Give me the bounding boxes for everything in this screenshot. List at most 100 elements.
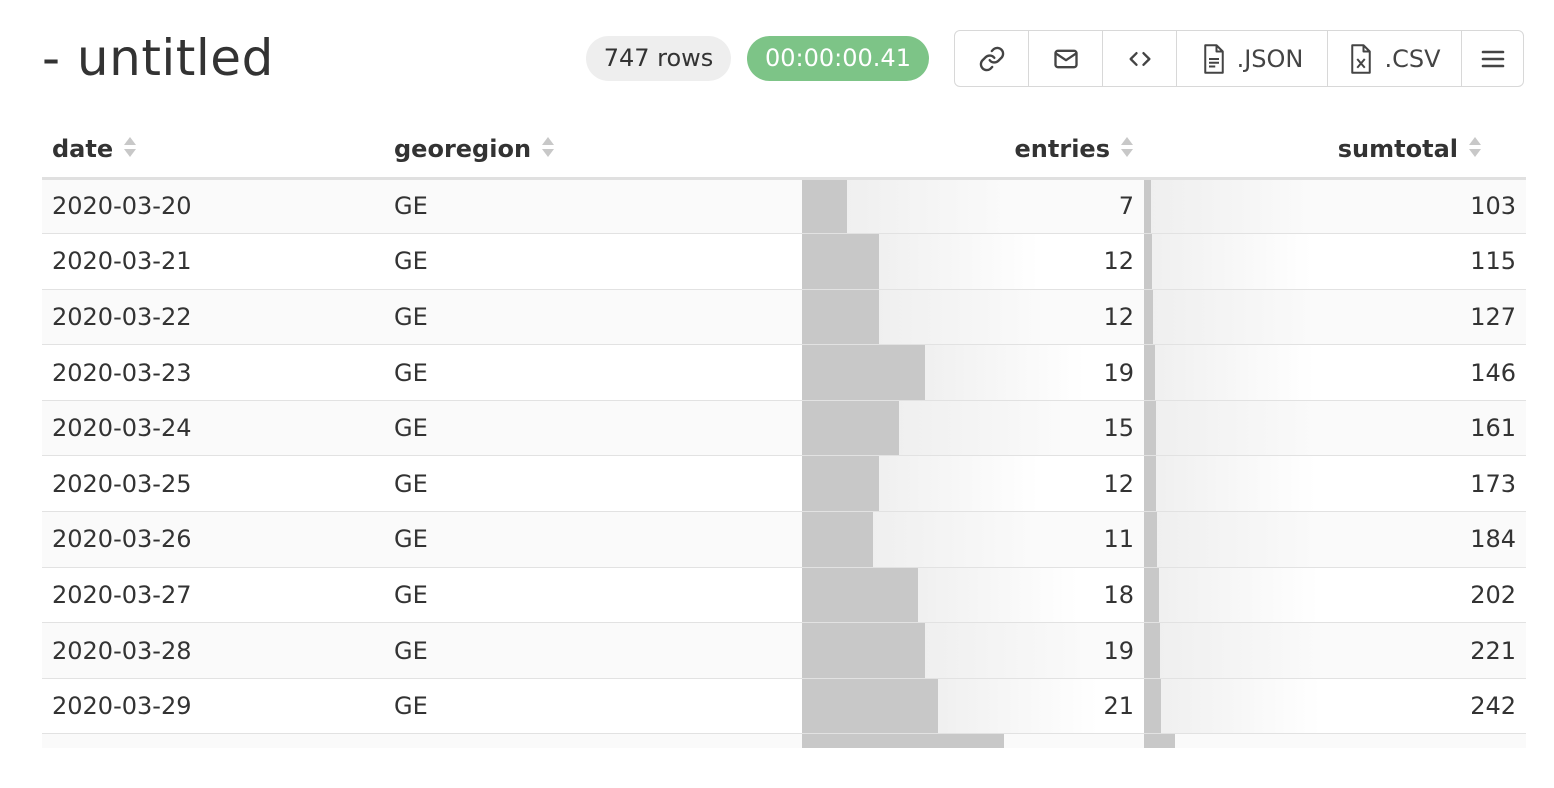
query-timer-badge: 00:00:00.41 [747,36,929,81]
sumtotal-value: 242 [1470,692,1516,721]
page-title: - untitled [42,29,274,87]
cell-entries: 18 [802,567,1144,624]
cell-entries: 15 [802,400,1144,457]
export-json-button[interactable]: .JSON [1177,31,1328,86]
sort-icon [1120,136,1134,164]
menu-icon [1481,48,1505,70]
sumtotal-bar [1144,289,1154,345]
row-count-badge: 747 rows [586,36,731,81]
cell-entries: 12 [802,455,1144,513]
column-header-sumtotal[interactable]: sumtotal [1144,122,1526,180]
entries-bar [802,289,880,345]
sumtotal-bar [1144,456,1157,512]
results-table: date georegion entries sumtotal 2020-03-… [42,122,1526,750]
cell-date: 2020-03-27 [42,567,384,624]
sumtotal-bar [1144,678,1162,734]
cell-entries: 19 [802,344,1144,401]
cell-sumtotal: 202 [1144,567,1526,624]
entries-value: 11 [1103,525,1134,554]
cell-georegion: GE [384,400,802,457]
cell-date: 2020-03-20 [42,178,384,235]
cell-sumtotal: 127 [1144,289,1526,346]
entries-value: 12 [1103,469,1134,498]
cell-sumtotal: 115 [1144,233,1526,290]
table-row: 2020-03-29 GE 21 242 [42,678,1526,735]
cell-sumtotal: 161 [1144,400,1526,457]
entries-bar [802,456,880,512]
cell-entries: 12 [802,233,1144,290]
sumtotal-bar [1144,623,1160,678]
sumtotal-bar [1144,234,1153,289]
cell-sumtotal: 146 [1144,344,1526,401]
sumtotal-value: 146 [1470,358,1516,387]
entries-value: 7 [1118,192,1134,221]
cell-georegion: GE [384,178,802,235]
cell-entries: 19 [802,622,1144,679]
sumtotal-value: 202 [1470,580,1516,609]
email-button[interactable] [1029,31,1103,86]
sumtotal-bar [1144,179,1152,234]
entries-bar [802,400,899,456]
embed-button[interactable] [1103,31,1177,86]
cell-date: 2020-03-23 [42,344,384,401]
cell-date: 2020-03-29 [42,678,384,735]
cell-date: 2020-03-24 [42,400,384,457]
link-button[interactable] [955,31,1029,86]
entries-value: 21 [1103,692,1134,721]
table-row: 2020-03-22 GE 12 127 [42,289,1526,346]
cell-georegion: GE [384,233,802,290]
table-row: 2020-03-28 GE 19 221 [42,622,1526,679]
cell-date: 2020-03-28 [42,622,384,679]
sumtotal-bar [1144,345,1155,400]
sumtotal-bar [1144,567,1159,623]
table-row-partial [42,733,1526,748]
table-row: 2020-03-24 GE 15 161 [42,400,1526,457]
sumtotal-value: 184 [1470,525,1516,554]
entries-value: 19 [1103,358,1134,387]
cell-georegion: GE [384,678,802,735]
entries-bar [802,623,925,678]
cell-georegion: GE [384,622,802,679]
export-csv-button[interactable]: .CSV [1328,31,1462,86]
table-body: 2020-03-20 GE 7 103 2020-03-21 GE 12 115 2020-03… [42,178,1526,748]
json-label: .JSON [1236,44,1304,73]
column-header-entries[interactable]: entries [802,122,1144,180]
sumtotal-bar [1144,512,1158,567]
column-header-georegion[interactable]: georegion [384,122,802,180]
entries-value: 12 [1103,247,1134,276]
entries-bar [802,512,873,567]
sumtotal-value: 161 [1470,414,1516,443]
entries-value: 18 [1103,580,1134,609]
table-header-row: date georegion entries sumtotal [42,122,1526,180]
cell-georegion: GE [384,289,802,346]
cell-entries: 7 [802,178,1144,235]
column-header-date[interactable]: date [42,122,384,180]
entries-bar [802,567,919,623]
excel-file-icon [1348,43,1374,74]
cell-georegion: GE [384,455,802,513]
cell-sumtotal: 173 [1144,455,1526,513]
cell-date: 2020-03-22 [42,289,384,346]
entries-bar [802,234,880,289]
sumtotal-value: 173 [1470,469,1516,498]
cell-entries: 12 [802,289,1144,346]
table-row: 2020-03-27 GE 18 202 [42,567,1526,624]
sumtotal-value: 103 [1470,192,1516,221]
table-row: 2020-03-25 GE 12 173 [42,455,1526,513]
cell-sumtotal: 242 [1144,678,1526,735]
entries-value: 15 [1103,414,1134,443]
sort-icon [1468,136,1482,164]
entries-value: 19 [1103,636,1134,665]
sumtotal-value: 127 [1470,302,1516,331]
cell-georegion: GE [384,344,802,401]
menu-button[interactable] [1462,31,1523,86]
entries-bar [802,345,925,400]
file-icon [1201,43,1227,74]
entries-bar [802,179,848,234]
table-row: 2020-03-23 GE 19 146 [42,344,1526,401]
entries-value: 12 [1103,302,1134,331]
cell-georegion: GE [384,567,802,624]
code-icon [1126,45,1154,73]
sumtotal-value: 221 [1470,636,1516,665]
mail-icon [1052,45,1080,73]
